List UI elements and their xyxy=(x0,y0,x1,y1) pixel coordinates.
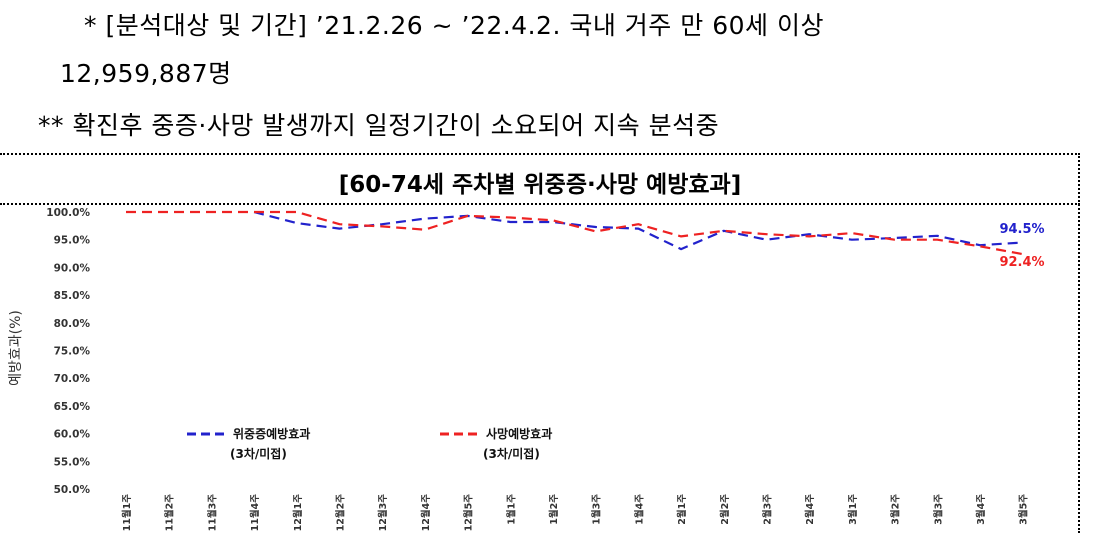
chart-title: [60-74세 주차별 위중증·사망 예방효과] xyxy=(338,172,742,198)
x-tick-label: 2월4주 xyxy=(804,494,816,525)
series-end-label-2: 92.4% xyxy=(999,255,1044,270)
y-tick-label: 75.0% xyxy=(54,346,91,358)
x-tick-label: 12월4주 xyxy=(420,494,432,532)
x-tick-label: 1월2주 xyxy=(548,494,560,525)
x-tick-label: 11월1주 xyxy=(121,494,133,532)
y-tick-label: 70.0% xyxy=(54,373,91,385)
legend-label-1: 위중증예방효과 xyxy=(233,426,310,441)
title-divider xyxy=(0,203,1080,205)
y-tick-label: 50.0% xyxy=(54,484,91,496)
x-tick-label: 12월1주 xyxy=(292,494,304,532)
y-tick-label: 100.0% xyxy=(46,207,90,219)
x-tick-label: 3월4주 xyxy=(975,494,987,525)
y-tick-label: 90.0% xyxy=(54,262,91,274)
series-end-label-1: 94.5% xyxy=(999,222,1044,237)
note-population-count: 12,959,887명 xyxy=(60,59,232,88)
x-tick-label: 3월5주 xyxy=(1018,494,1030,525)
x-tick-label: 2월2주 xyxy=(719,494,731,525)
x-tick-label: 12월2주 xyxy=(335,494,347,532)
x-tick-label: 2월3주 xyxy=(762,494,774,525)
x-tick-label: 3월2주 xyxy=(890,494,902,525)
x-tick-label: 11월4주 xyxy=(249,494,261,532)
y-tick-label: 60.0% xyxy=(54,429,91,441)
y-tick-label: 85.0% xyxy=(54,290,91,302)
y-axis-label: 예방효과(%) xyxy=(8,310,24,386)
x-tick-label: 1월3주 xyxy=(591,494,603,525)
series-line-1 xyxy=(253,210,1023,251)
x-tick-label: 1월4주 xyxy=(633,494,645,525)
y-tick-label: 55.0% xyxy=(54,456,91,468)
y-tick-label: 95.0% xyxy=(54,235,91,247)
x-tick-label: 11월2주 xyxy=(164,494,176,532)
legend-sublabel-1: (3차/미접) xyxy=(230,446,287,461)
x-tick-label: 12월5주 xyxy=(463,494,475,532)
x-tick-label: 1월1주 xyxy=(505,494,517,525)
legend-label-2: 사망예방효과 xyxy=(486,426,552,441)
x-tick-label: 12월3주 xyxy=(377,494,389,532)
y-tick-label: 80.0% xyxy=(54,318,91,330)
chart-frame xyxy=(0,153,1080,533)
line-chart: 50.0% 55.0% 60.0% 65.0% 70.0% 75.0% 80.0% 85.0%… xyxy=(8,207,1045,532)
x-tick-label: 2월1주 xyxy=(676,494,688,525)
x-tick-label: 3월1주 xyxy=(847,494,859,525)
x-tick-label: 11월3주 xyxy=(206,494,218,532)
y-tick-label: 65.0% xyxy=(54,401,91,413)
note-ongoing-analysis: ** 확진후 중증·사망 발생까지 일정기간이 소요되어 지속 분석중 xyxy=(38,111,720,140)
note-analysis-period: * [분석대상 및 기간] ’21.2.26 ~ ’22.4.2. 국내 거주 … xyxy=(84,11,824,40)
series-line-2 xyxy=(126,210,1023,256)
legend-sublabel-2: (3차/미접) xyxy=(483,446,540,461)
x-tick-label: 3월3주 xyxy=(932,494,944,525)
